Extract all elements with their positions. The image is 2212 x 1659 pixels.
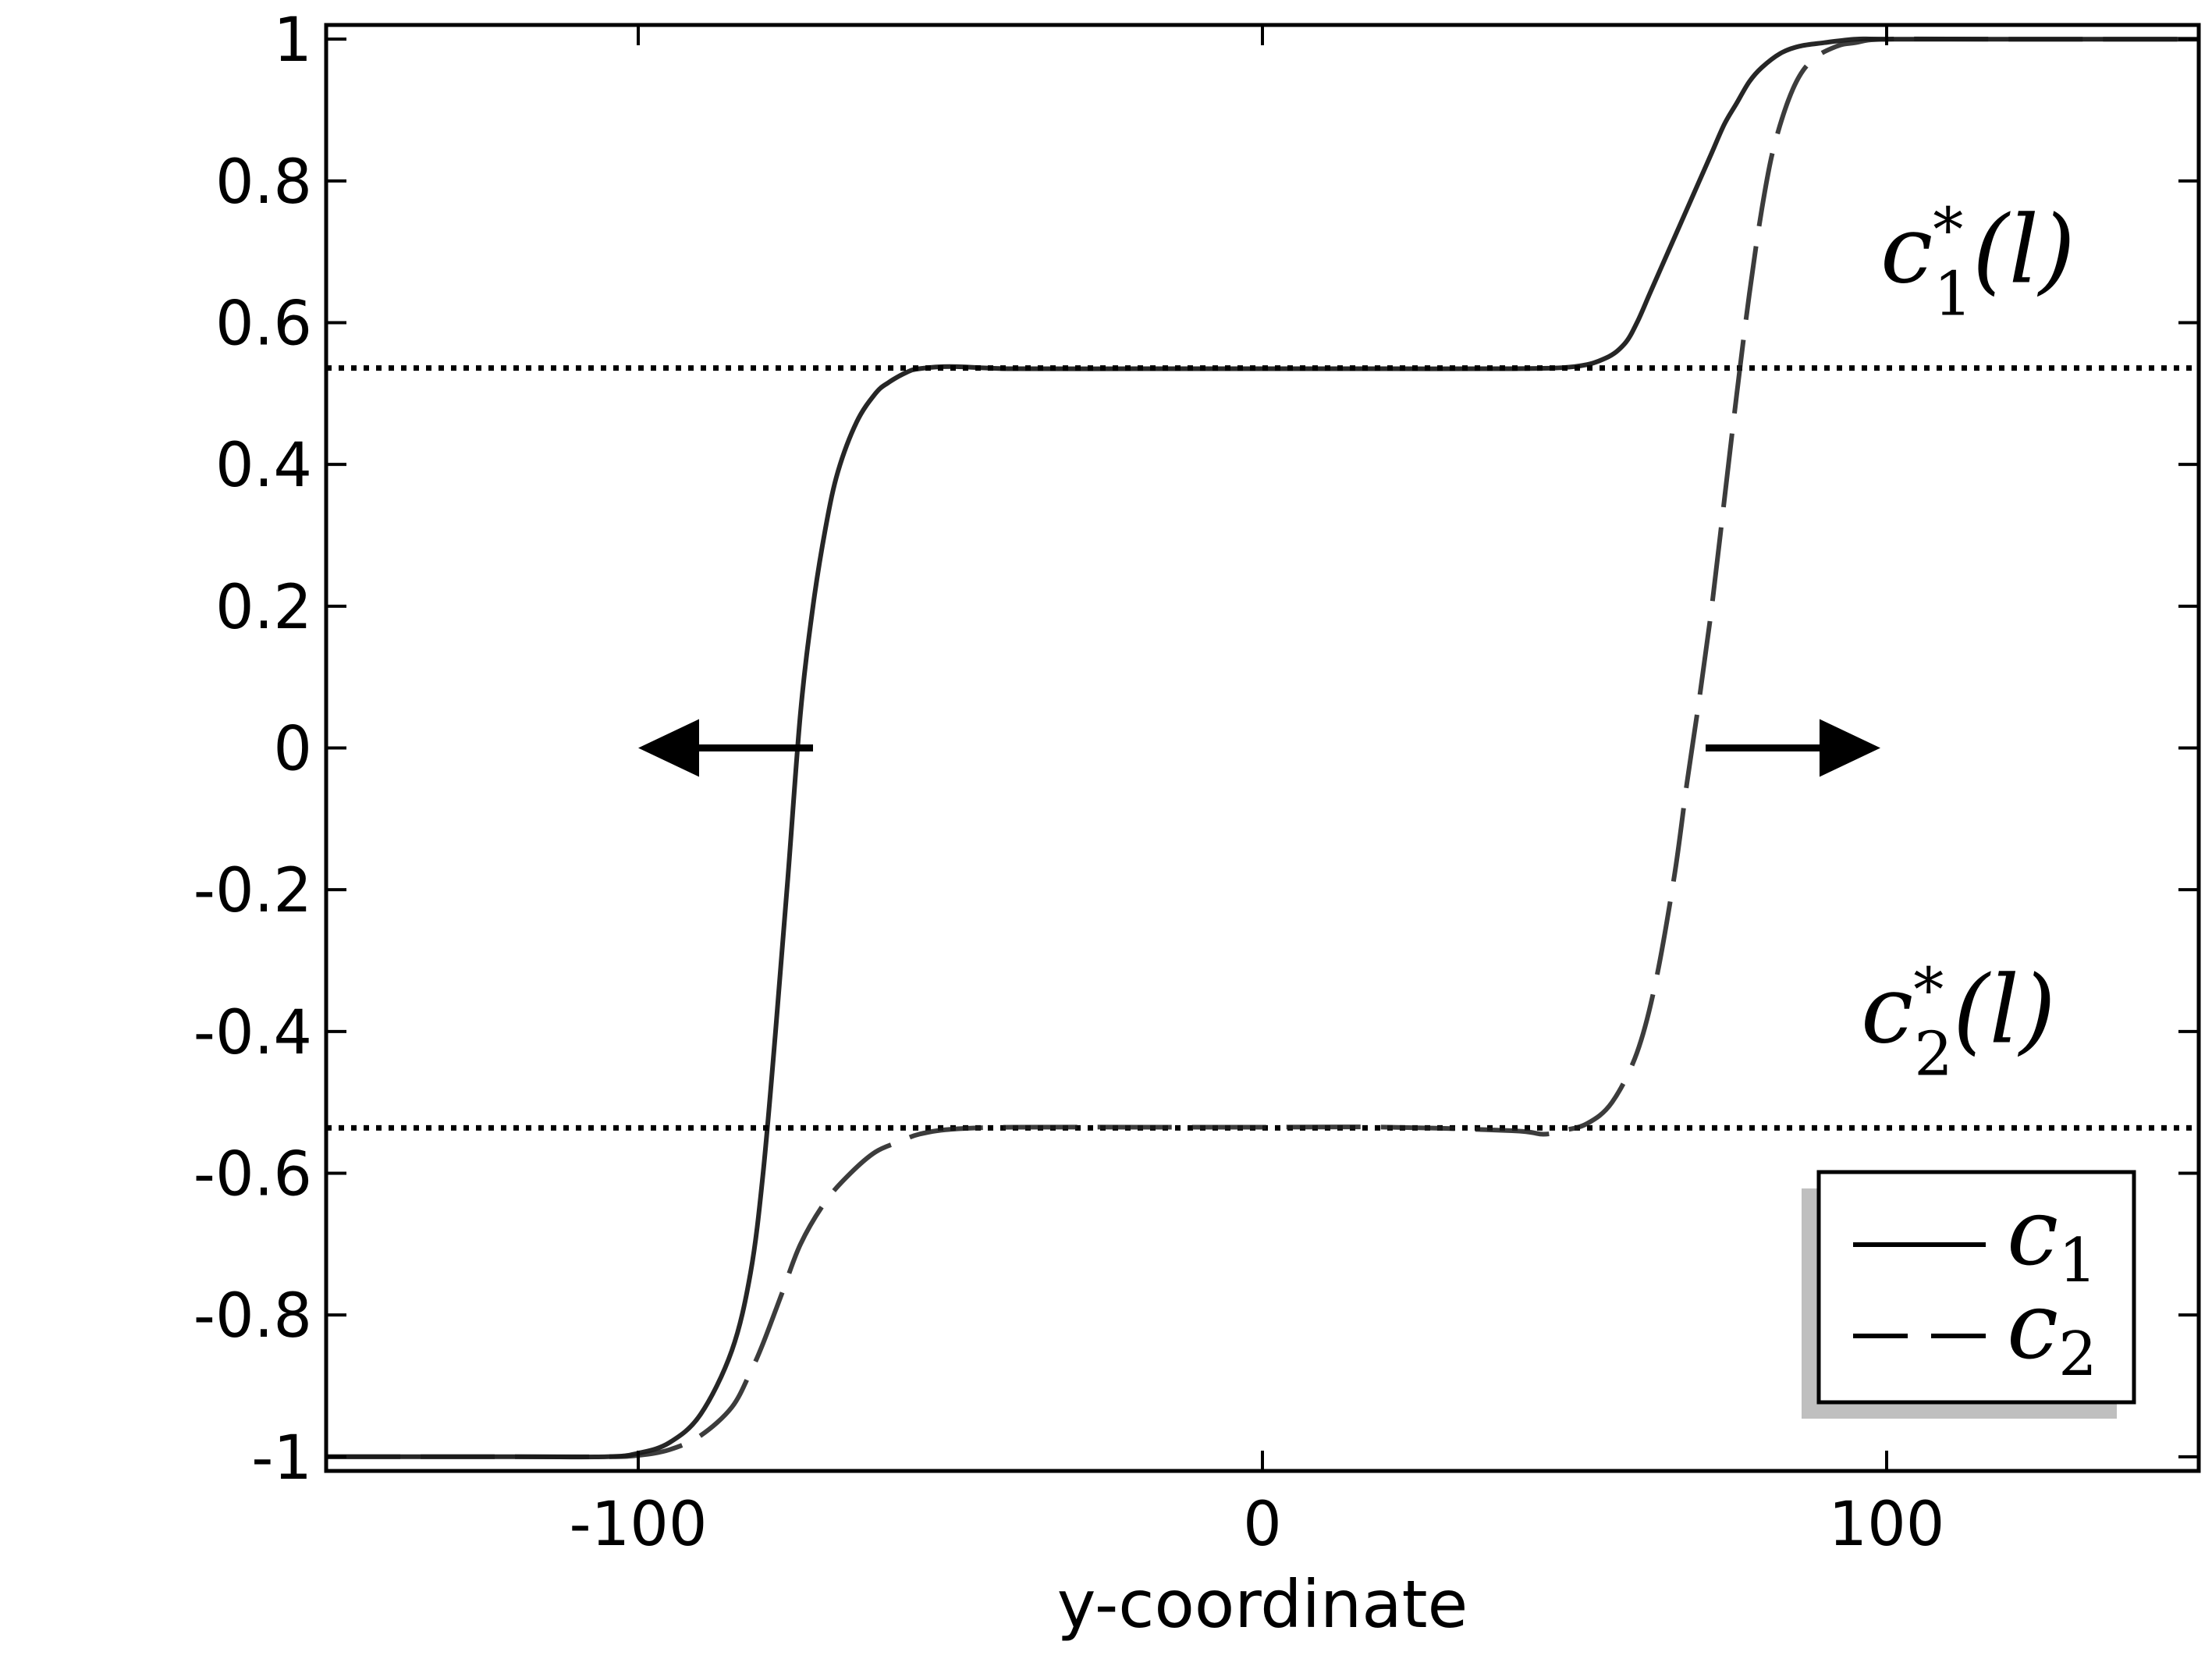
ref1-arg: (l) (1972, 197, 2075, 305)
y-tick-label: 0 (273, 715, 312, 785)
legend2-base: c (2007, 1272, 2058, 1380)
arrow-head-left (638, 719, 699, 777)
legend1-base: c (2007, 1178, 2058, 1286)
tick-layer: -100 0 100 1 0.8 0.6 0.4 0.2 0 -0.2 -0.4 -0.6 -0.8 -1 (194, 5, 2199, 1560)
legend1-sub: 1 (2058, 1226, 2097, 1296)
series-line-c2 (326, 36, 2199, 1459)
ref2-sup: * (1913, 955, 1944, 1025)
series-layer (326, 36, 2199, 1460)
arrow-layer (638, 719, 1880, 777)
y-tick-label: -0.8 (194, 1281, 312, 1352)
ref2-base: c (1861, 956, 1913, 1064)
series-line-c1 (326, 36, 2199, 1460)
arrow-head-right (1820, 719, 1880, 777)
y-tick-label: 0.2 (215, 573, 312, 643)
x-tick-label: 100 (1829, 1490, 1945, 1560)
ref-line-label-c2-star: c* 2(l) (1861, 955, 2056, 1089)
y-tick-label: 0.8 (215, 147, 312, 218)
ref1-base: c (1880, 197, 1933, 305)
ref1-sup: * (1933, 196, 1963, 266)
ref-line-label-c1-star: c* 1(l) (1880, 196, 2075, 330)
x-tick-label: -100 (569, 1490, 707, 1560)
y-tick-label: 0.4 (215, 431, 312, 501)
ref2-arg: (l) (1953, 956, 2056, 1064)
y-tick-label: -0.2 (194, 856, 312, 926)
x-axis-label: y-coordinate (1057, 1566, 1468, 1643)
y-tick-label: 0.6 (215, 290, 312, 360)
legend-label-c1: c1 (2007, 1178, 2097, 1296)
legend: c1 c2 (1802, 1170, 2136, 1419)
legend2-sub: 2 (2058, 1320, 2097, 1390)
ref1-sub: 1 (1933, 260, 1972, 330)
y-tick-label: -0.6 (194, 1140, 312, 1210)
ref2-sub: 2 (1914, 1019, 1953, 1089)
y-tick-label: -1 (251, 1423, 312, 1494)
x-tick-label: 0 (1243, 1490, 1282, 1560)
y-tick-label: 1 (273, 5, 312, 76)
legend-box (1816, 1170, 2136, 1405)
y-tick-label: -0.4 (194, 998, 312, 1068)
legend-label-c2: c2 (2007, 1272, 2097, 1390)
